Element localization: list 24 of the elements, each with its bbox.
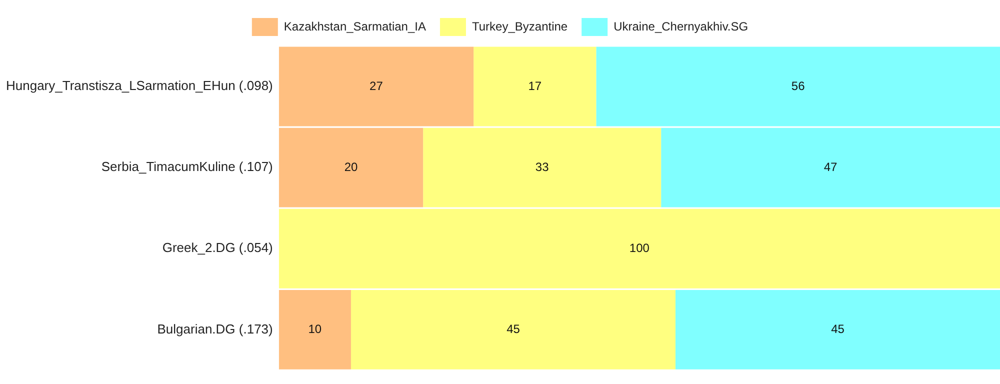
bar (278, 290, 351, 370)
y-tick-label: Hungary_Transtisza_LSarmation_EHun (.098) (6, 78, 273, 94)
legend-label: Turkey_Byzantine (472, 19, 568, 34)
bar (278, 128, 424, 208)
y-tick-label: Serbia_TimacumKuline (.107) (101, 159, 273, 174)
y-tick-label: Greek_2.DG (.054) (162, 240, 273, 256)
y-tick-label: Bulgarian.DG (.173) (157, 321, 273, 336)
data-label: 20 (344, 160, 358, 174)
data-label: 17 (528, 78, 542, 93)
data-label: 45 (831, 322, 845, 336)
bar (675, 290, 1000, 370)
data-label: 56 (791, 78, 806, 93)
legend-label: Ukraine_Chernyakhiv.SG (614, 19, 748, 34)
data-label: 45 (506, 322, 520, 336)
data-label: 47 (824, 160, 838, 174)
bar (596, 46, 1000, 126)
bar (278, 46, 474, 126)
data-label: 27 (370, 78, 384, 93)
data-label: 100 (629, 240, 650, 255)
data-label: 10 (308, 322, 322, 336)
data-label: 33 (535, 160, 550, 174)
legend-label: Kazakhstan_Sarmatian_IA (284, 19, 426, 34)
bar (661, 128, 1000, 208)
bar (474, 46, 596, 126)
